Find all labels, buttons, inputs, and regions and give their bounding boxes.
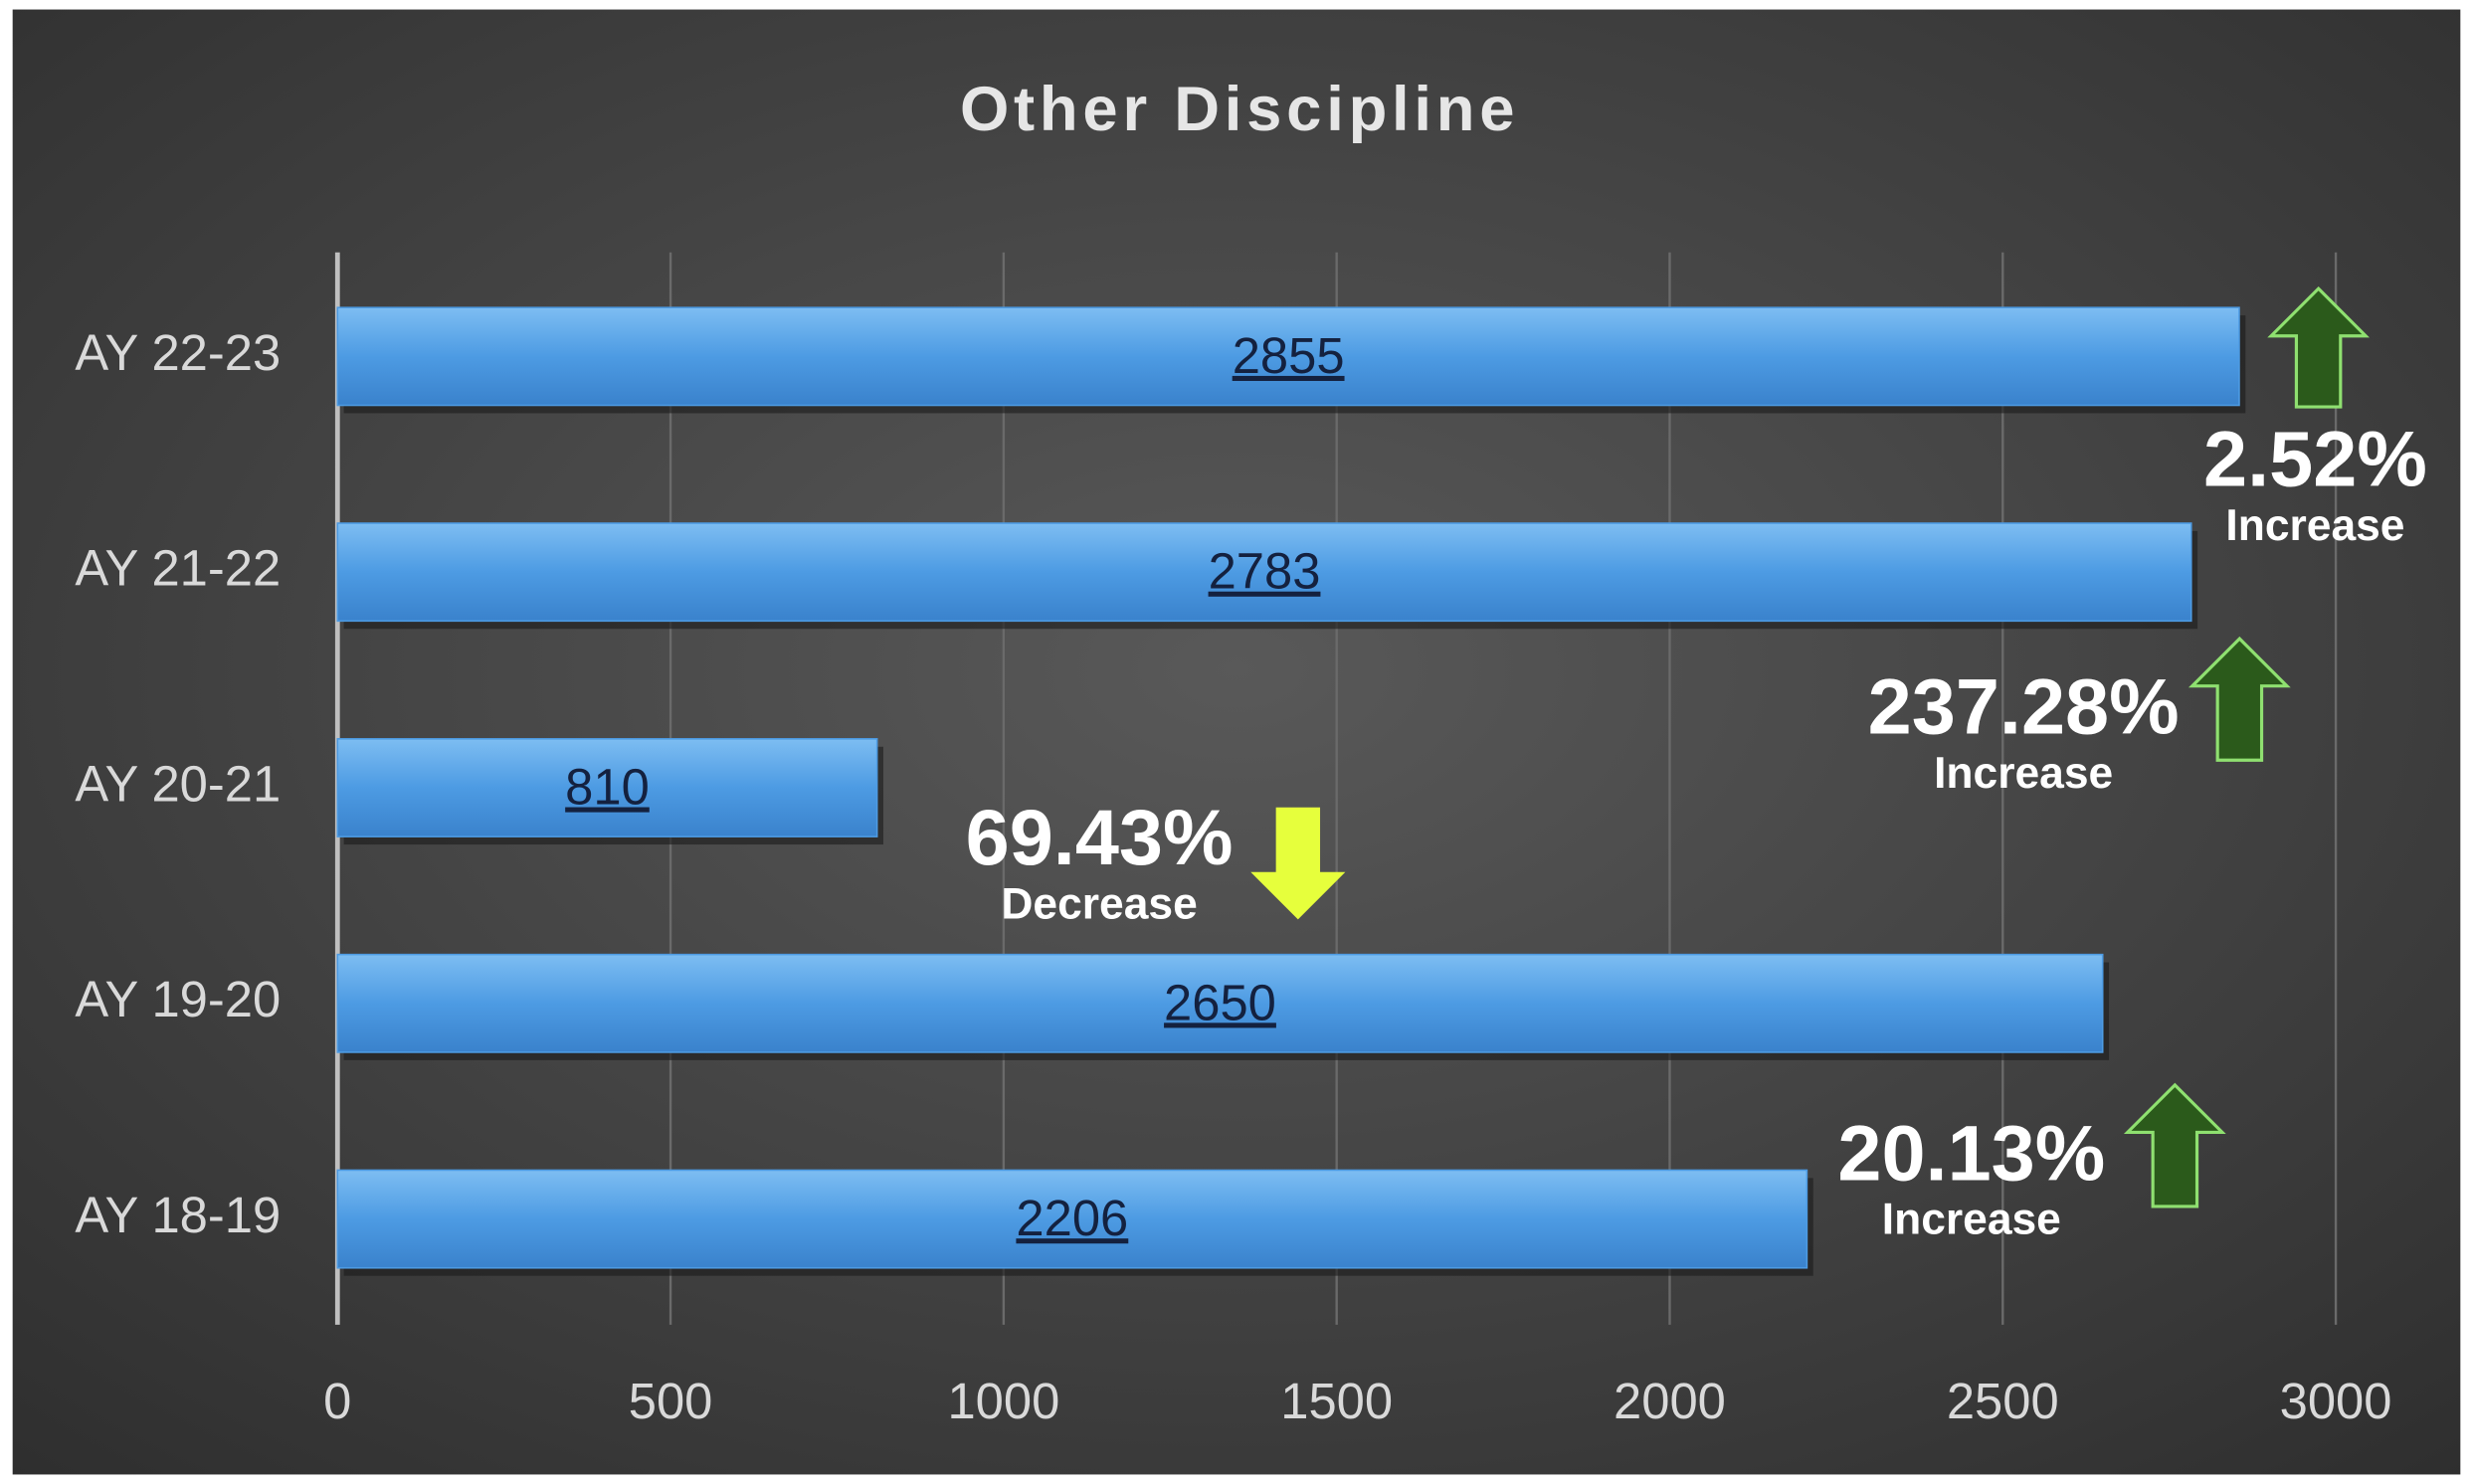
- data-label: 2855: [1233, 327, 1345, 384]
- annotation-value: 2.52%: [2203, 415, 2427, 503]
- x-tick-label: 2500: [1947, 1373, 2059, 1429]
- y-tick-label: AY 20-21: [75, 755, 281, 812]
- annotation-arrow: [2267, 285, 2371, 409]
- x-tick-label: 1500: [1280, 1373, 1393, 1429]
- y-tick-label: AY 21-22: [75, 540, 281, 597]
- y-tick-label: AY 22-23: [75, 324, 281, 381]
- x-tick-label: 0: [323, 1373, 351, 1429]
- x-tick-label: 2000: [1614, 1373, 1726, 1429]
- annotation-value: 237.28%: [1868, 662, 2180, 751]
- annotation-subtext: Increase: [1882, 1195, 2061, 1243]
- bar: [336, 522, 2192, 623]
- data-label: 810: [565, 759, 650, 816]
- annotation-arrow: [1250, 807, 1346, 920]
- data-label: 2783: [1209, 543, 1321, 600]
- x-tick-label: 3000: [2280, 1373, 2392, 1429]
- bar: [336, 953, 2104, 1053]
- annotation-subtext: Decrease: [1001, 879, 1197, 928]
- annotation-arrow: [2123, 1082, 2226, 1208]
- annotation-value: 69.43%: [966, 793, 1234, 881]
- data-label: 2206: [1016, 1190, 1128, 1246]
- bar: [336, 1169, 1808, 1269]
- x-tick-label: 1000: [947, 1373, 1059, 1429]
- bar: [336, 306, 2240, 407]
- x-tick-label: 500: [629, 1373, 713, 1429]
- y-tick-label: AY 19-20: [75, 971, 281, 1027]
- annotation-arrow: [2188, 636, 2291, 762]
- y-tick-label: AY 18-19: [75, 1187, 281, 1243]
- bar: [336, 738, 878, 837]
- annotation-subtext: Increase: [2225, 501, 2404, 550]
- annotation-value: 20.13%: [1837, 1108, 2105, 1197]
- chart-title: Other Discipline: [960, 75, 1519, 144]
- annotation-subtext: Increase: [1934, 749, 2113, 798]
- data-label: 2650: [1164, 974, 1276, 1030]
